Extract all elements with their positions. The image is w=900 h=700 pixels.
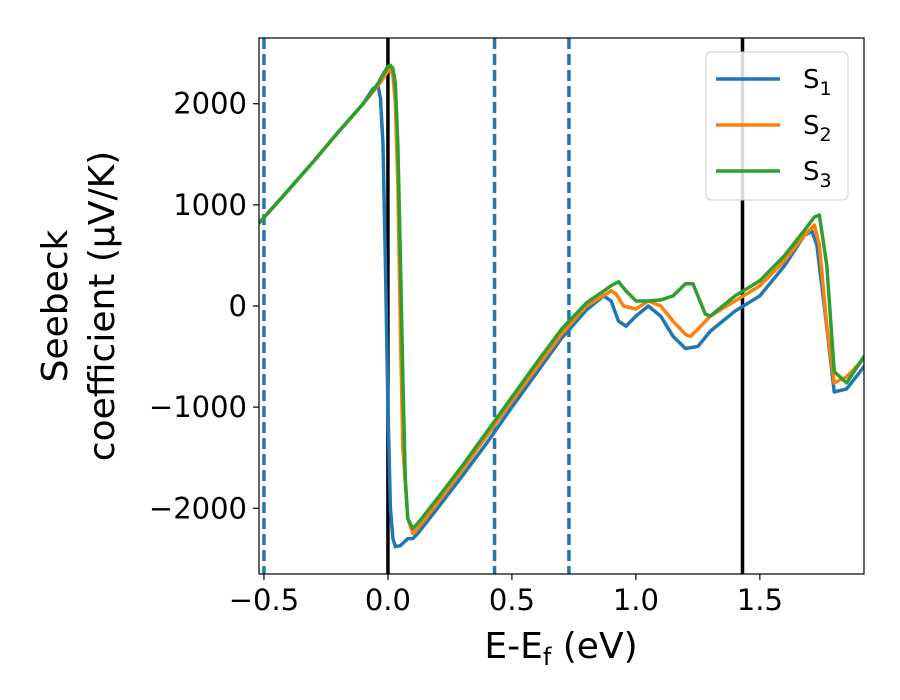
x-axis-ticks: −0.5 0.0 0.5 1.0 1.5 xyxy=(229,574,783,617)
legend-label-2: S2 xyxy=(803,111,832,146)
y-axis-ticks: −2000 −1000 0 1000 2000 xyxy=(149,87,259,525)
legend-label-3: S3 xyxy=(803,157,832,192)
y-tick-label-0: −2000 xyxy=(149,491,247,525)
vertical-reference-lines xyxy=(262,38,745,574)
y-tick-label-1: −1000 xyxy=(149,390,247,424)
x-tick-label-4: 1.5 xyxy=(737,583,783,617)
series-line-3 xyxy=(259,63,864,531)
legend-label-1: S1 xyxy=(803,65,832,100)
y-axis-label-line-2: coefficient (μV/K) xyxy=(82,151,123,461)
x-axis-label: E-Ef (eV) xyxy=(484,626,637,671)
y-tick-label-4: 2000 xyxy=(173,87,247,121)
series-lines xyxy=(259,63,864,549)
x-tick-label-2: 0.5 xyxy=(489,583,535,617)
y-axis-label: Seebeck coefficient (μV/K) xyxy=(35,151,123,461)
y-tick-label-3: 1000 xyxy=(173,188,247,222)
y-tick-label-2: 0 xyxy=(229,289,247,323)
x-tick-label-3: 1.0 xyxy=(613,583,659,617)
x-tick-label-1: 0.0 xyxy=(365,583,411,617)
series-line-1 xyxy=(259,83,864,549)
y-axis-label-line-1: Seebeck xyxy=(35,229,76,382)
legend: S1 S2 S3 xyxy=(705,51,849,201)
series-line-2 xyxy=(259,67,864,536)
x-tick-label-0: −0.5 xyxy=(229,583,299,617)
